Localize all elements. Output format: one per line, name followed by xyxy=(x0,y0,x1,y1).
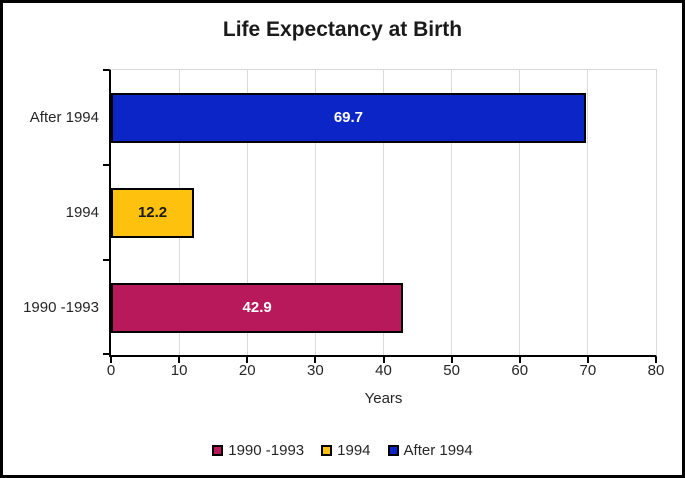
legend-label: 1990 -1993 xyxy=(228,441,305,459)
x-axis-tick-label: 70 xyxy=(579,362,597,379)
plot-area: 69.7 12.2 42.9 xyxy=(103,69,657,363)
gridline xyxy=(519,70,521,355)
bar-after-1994: 69.7 xyxy=(111,92,586,143)
chart-title: Life Expectancy at Birth xyxy=(222,18,463,41)
legend-item: 1990 -1993 xyxy=(212,442,304,459)
x-axis-tick-label: 80 xyxy=(647,362,665,379)
y-axis-tick xyxy=(103,69,109,71)
legend: 1990 -1993 1994 After 1994 xyxy=(3,440,682,460)
x-axis-tick xyxy=(246,357,249,363)
y-axis-tick xyxy=(103,353,109,355)
x-axis-tick xyxy=(518,357,521,363)
x-axis-tick-label: 20 xyxy=(238,362,256,379)
gridline xyxy=(383,70,384,355)
bar-1990-1993: 42.9 xyxy=(111,282,404,333)
legend-swatch xyxy=(212,444,224,456)
x-axis-tick-label: 40 xyxy=(375,362,392,379)
gridline xyxy=(314,70,316,355)
x-axis-title: Years xyxy=(364,390,403,407)
gridline xyxy=(451,70,453,355)
legend-label: After 1994 xyxy=(403,441,473,459)
y-axis-tick xyxy=(103,164,109,166)
category-label-1990-1993: 1990 -1993 xyxy=(23,298,99,316)
x-axis-tick xyxy=(110,357,112,363)
x-axis-tick-label: 10 xyxy=(170,362,188,379)
x-axis-tick-label: 50 xyxy=(443,362,460,379)
legend-label: 1994 xyxy=(337,441,371,459)
bar-value-label: 12.2 xyxy=(137,204,168,221)
x-axis-tick xyxy=(314,357,317,363)
x-axis-tick xyxy=(382,357,385,363)
legend-swatch xyxy=(387,444,399,456)
x-axis-tick-label: 0 xyxy=(106,362,116,379)
x-axis-tick xyxy=(178,357,181,363)
legend-swatch xyxy=(321,444,333,456)
bar-value-label: 69.7 xyxy=(333,109,364,126)
x-axis-tick xyxy=(586,357,589,363)
legend-item: After 1994 xyxy=(387,441,473,459)
category-label-after-1994: After 1994 xyxy=(29,108,99,126)
x-axis-tick xyxy=(450,357,453,363)
gridline xyxy=(587,70,589,355)
legend-item: 1994 xyxy=(321,441,371,459)
y-axis-tick xyxy=(103,259,109,261)
category-label-1994: 1994 xyxy=(65,203,99,221)
bar-value-label: 42.9 xyxy=(242,299,272,316)
x-axis-tick-label: 60 xyxy=(511,362,529,379)
bar-1994: 12.2 xyxy=(111,187,195,238)
x-axis-tick-label: 30 xyxy=(307,362,324,379)
gridline xyxy=(246,70,248,355)
x-axis-tick xyxy=(655,357,657,363)
